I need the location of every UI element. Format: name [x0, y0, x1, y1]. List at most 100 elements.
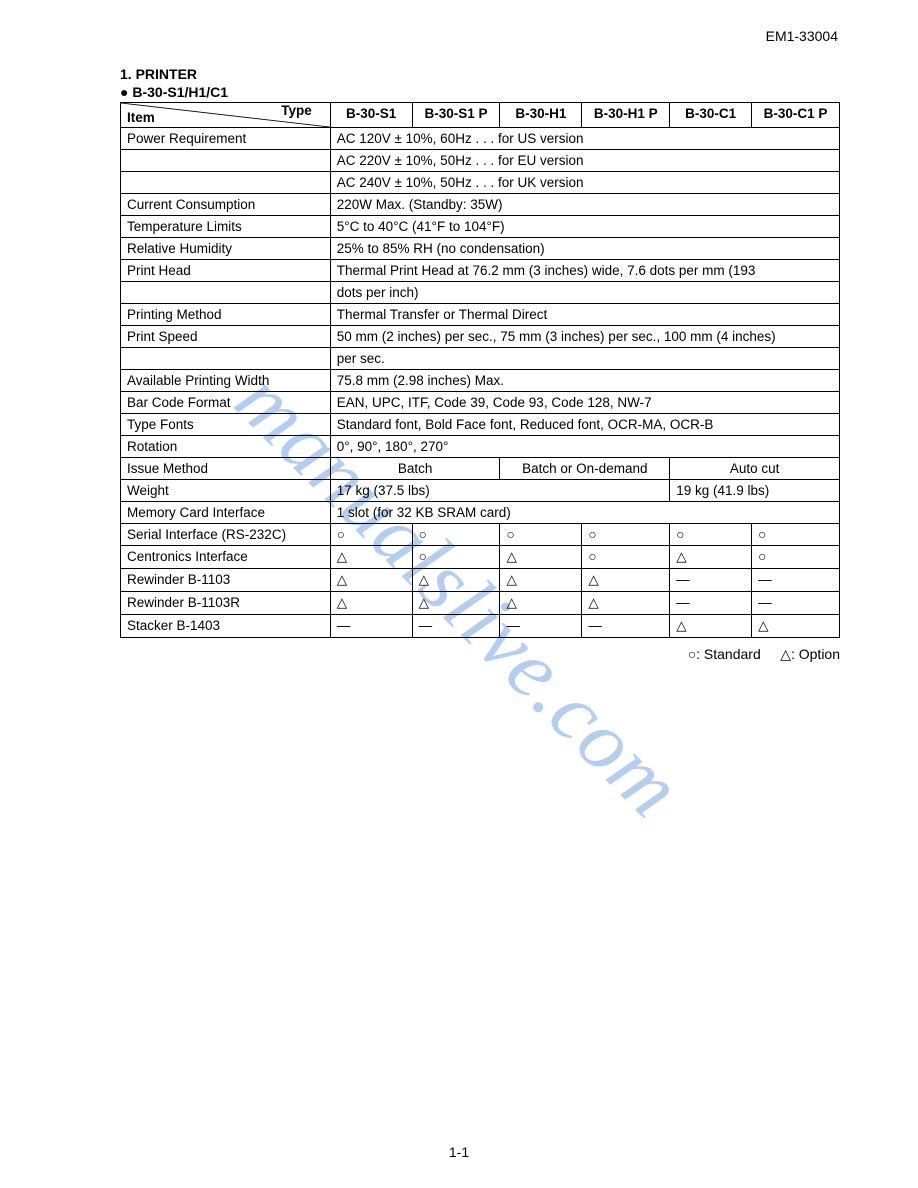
spec-value: dots per inch): [330, 282, 839, 304]
symbol-cell: —: [752, 569, 840, 592]
spec-value: Standard font, Bold Face font, Reduced f…: [330, 414, 839, 436]
symbol-cell: △: [412, 569, 500, 592]
spec-label: [121, 172, 331, 194]
symbol-cell: —: [670, 569, 752, 592]
item-label: Item: [127, 110, 155, 125]
symbol-cell: —: [330, 615, 412, 638]
symbol-cell: △: [330, 546, 412, 569]
spec-row: Rotation0°, 90°, 180°, 270°: [121, 436, 840, 458]
spec-row: dots per inch): [121, 282, 840, 304]
symbol-cell: ○: [412, 546, 500, 569]
spec-value: 220W Max. (Standby: 35W): [330, 194, 839, 216]
legend-standard: ○: Standard: [688, 646, 761, 662]
spec-row: Available Printing Width75.8 mm (2.98 in…: [121, 370, 840, 392]
spec-label: Printing Method: [121, 304, 331, 326]
spec-value: EAN, UPC, ITF, Code 39, Code 93, Code 12…: [330, 392, 839, 414]
col-header: B-30-C1 P: [752, 103, 840, 128]
spec-value: 50 mm (2 inches) per sec., 75 mm (3 inch…: [330, 326, 839, 348]
spec-value: 5°C to 40°C (41°F to 104°F): [330, 216, 839, 238]
spec-value: Auto cut: [670, 458, 840, 480]
spec-value: 17 kg (37.5 lbs): [330, 480, 669, 502]
legend-option: △: Option: [780, 646, 840, 662]
spec-row: AC 240V ± 10%, 50Hz . . . for UK version: [121, 172, 840, 194]
spec-row: Printing MethodThermal Transfer or Therm…: [121, 304, 840, 326]
symbol-cell: △: [670, 615, 752, 638]
spec-label: Centronics Interface: [121, 546, 331, 569]
spec-value: Batch: [330, 458, 500, 480]
symbol-cell: —: [582, 615, 670, 638]
spec-label: Available Printing Width: [121, 370, 331, 392]
item-type-header: Item Type: [121, 103, 331, 128]
spec-label: [121, 150, 331, 172]
spec-row: Print HeadThermal Print Head at 76.2 mm …: [121, 260, 840, 282]
symbol-cell: △: [500, 592, 582, 615]
spec-label: Rotation: [121, 436, 331, 458]
col-header: B-30-H1 P: [582, 103, 670, 128]
spec-row: Type FontsStandard font, Bold Face font,…: [121, 414, 840, 436]
symbol-cell: △: [330, 569, 412, 592]
spec-label: Rewinder B-1103: [121, 569, 331, 592]
spec-label: Print Speed: [121, 326, 331, 348]
col-header: B-30-S1: [330, 103, 412, 128]
spec-value: Batch or On-demand: [500, 458, 670, 480]
symbol-cell: △: [500, 569, 582, 592]
spec-value: 25% to 85% RH (no condensation): [330, 238, 839, 260]
spec-label: Print Head: [121, 260, 331, 282]
spec-label: [121, 348, 331, 370]
spec-label: Relative Humidity: [121, 238, 331, 260]
col-header: B-30-H1: [500, 103, 582, 128]
spec-label: Weight: [121, 480, 331, 502]
spec-row: per sec.: [121, 348, 840, 370]
spec-row: Bar Code FormatEAN, UPC, ITF, Code 39, C…: [121, 392, 840, 414]
symbol-cell: ○: [500, 524, 582, 546]
option-row: Serial Interface (RS-232C) ○ ○ ○ ○ ○ ○: [121, 524, 840, 546]
spec-value: AC 220V ± 10%, 50Hz . . . for EU version: [330, 150, 839, 172]
symbol-cell: △: [670, 546, 752, 569]
symbol-cell: △: [330, 592, 412, 615]
symbol-cell: ○: [752, 524, 840, 546]
spec-label: Rewinder B-1103R: [121, 592, 331, 615]
legend: ○: Standard △: Option: [120, 646, 840, 663]
symbol-cell: △: [500, 546, 582, 569]
spec-row: Print Speed50 mm (2 inches) per sec., 75…: [121, 326, 840, 348]
spec-row: Current Consumption220W Max. (Standby: 3…: [121, 194, 840, 216]
model-heading: ● B-30-S1/H1/C1: [120, 84, 858, 100]
spec-value: Thermal Transfer or Thermal Direct: [330, 304, 839, 326]
option-row: Stacker B-1403 — — — — △ △: [121, 615, 840, 638]
symbol-cell: △: [752, 615, 840, 638]
type-label: Type: [281, 103, 312, 118]
spec-value: 1 slot (for 32 KB SRAM card): [330, 502, 839, 524]
option-row: Centronics Interface △ ○ △ ○ △ ○: [121, 546, 840, 569]
header-row: Item Type B-30-S1 B-30-S1 P B-30-H1 B-30…: [121, 103, 840, 128]
symbol-cell: △: [582, 592, 670, 615]
spec-value: 75.8 mm (2.98 inches) Max.: [330, 370, 839, 392]
spec-value: per sec.: [330, 348, 839, 370]
symbol-cell: —: [752, 592, 840, 615]
spec-label: Stacker B-1403: [121, 615, 331, 638]
symbol-cell: △: [582, 569, 670, 592]
spec-row: Relative Humidity25% to 85% RH (no conde…: [121, 238, 840, 260]
spec-label: Temperature Limits: [121, 216, 331, 238]
spec-label: Power Requirement: [121, 128, 331, 150]
spec-label: Type Fonts: [121, 414, 331, 436]
weight-row: Weight 17 kg (37.5 lbs) 19 kg (41.9 lbs): [121, 480, 840, 502]
spec-label: [121, 282, 331, 304]
spec-value: 0°, 90°, 180°, 270°: [330, 436, 839, 458]
spec-label: Issue Method: [121, 458, 331, 480]
spec-value: 19 kg (41.9 lbs): [670, 480, 840, 502]
col-header: B-30-S1 P: [412, 103, 500, 128]
option-row: Rewinder B-1103 △ △ △ △ — —: [121, 569, 840, 592]
memory-row: Memory Card Interface 1 slot (for 32 KB …: [121, 502, 840, 524]
symbol-cell: △: [412, 592, 500, 615]
spec-label: Current Consumption: [121, 194, 331, 216]
symbol-cell: —: [412, 615, 500, 638]
document-id: EM1-33004: [766, 28, 838, 44]
spec-row: Temperature Limits5°C to 40°C (41°F to 1…: [121, 216, 840, 238]
col-header: B-30-C1: [670, 103, 752, 128]
spec-label: Bar Code Format: [121, 392, 331, 414]
spec-row: Power RequirementAC 120V ± 10%, 60Hz . .…: [121, 128, 840, 150]
symbol-cell: ○: [582, 546, 670, 569]
spec-value: AC 120V ± 10%, 60Hz . . . for US version: [330, 128, 839, 150]
issue-method-row: Issue Method Batch Batch or On-demand Au…: [121, 458, 840, 480]
spec-table: Item Type B-30-S1 B-30-S1 P B-30-H1 B-30…: [120, 102, 840, 638]
